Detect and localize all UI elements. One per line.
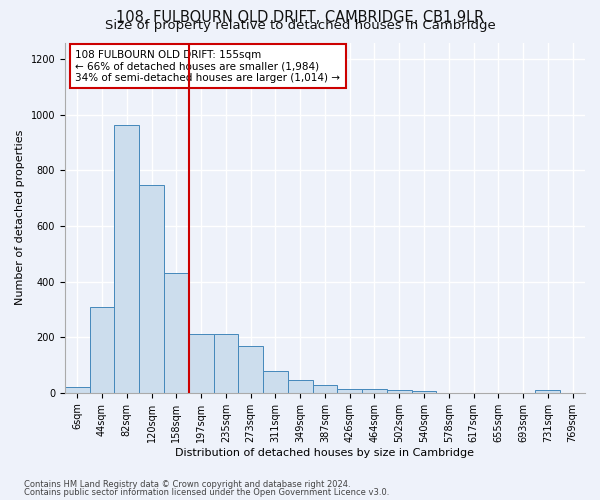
Y-axis label: Number of detached properties: Number of detached properties [15,130,25,306]
Bar [238,346,263,393]
Text: Size of property relative to detached houses in Cambridge: Size of property relative to detached ho… [104,19,496,32]
Bar [535,390,560,393]
X-axis label: Distribution of detached houses by size in Cambridge: Distribution of detached houses by size … [175,448,475,458]
Bar [164,274,189,393]
Bar [214,334,238,393]
Bar [189,334,214,393]
Bar [288,380,313,393]
Bar [139,185,164,393]
Bar [263,370,288,393]
Text: Contains public sector information licensed under the Open Government Licence v3: Contains public sector information licen… [24,488,389,497]
Bar [412,391,436,393]
Bar [337,388,362,393]
Bar [89,306,115,393]
Text: Contains HM Land Registry data © Crown copyright and database right 2024.: Contains HM Land Registry data © Crown c… [24,480,350,489]
Bar [65,386,89,393]
Text: 108 FULBOURN OLD DRIFT: 155sqm
← 66% of detached houses are smaller (1,984)
34% : 108 FULBOURN OLD DRIFT: 155sqm ← 66% of … [76,50,340,82]
Bar [387,390,412,393]
Text: 108, FULBOURN OLD DRIFT, CAMBRIDGE, CB1 9LR: 108, FULBOURN OLD DRIFT, CAMBRIDGE, CB1 … [116,10,484,25]
Bar [313,384,337,393]
Bar [362,389,387,393]
Bar [115,124,139,393]
